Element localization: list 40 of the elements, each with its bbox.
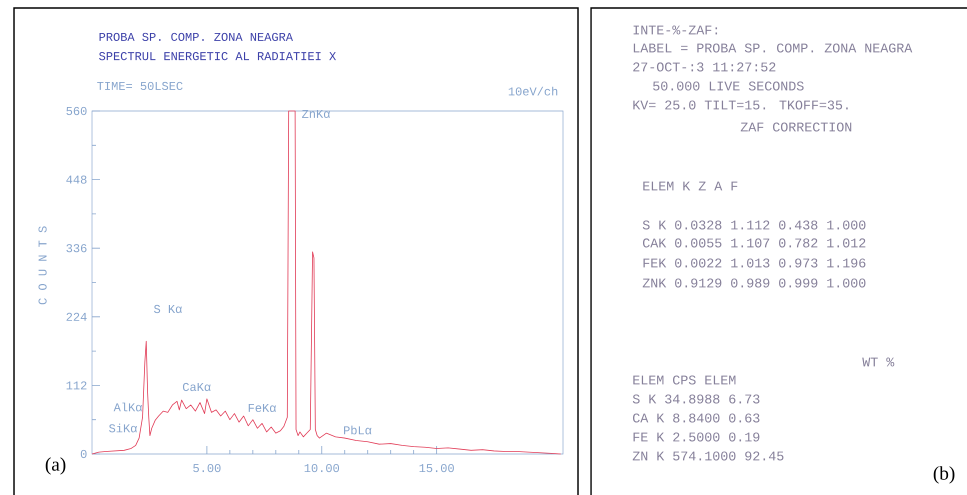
text: INTE-%-ZAF: xyxy=(634,26,718,34)
y-tick-label: 0 xyxy=(80,450,87,458)
y-axis-title: C O U N T S xyxy=(38,226,47,304)
text: 10eV/ch xyxy=(508,86,558,96)
text: (a) xyxy=(46,457,66,475)
text: FEK 0.0022 1.013 0.973 1.196 xyxy=(644,258,866,268)
y-tick-label: 112 xyxy=(66,381,86,390)
text: CA K 8.8400 0.63 xyxy=(633,413,760,423)
annotation: S Kα xyxy=(154,304,182,314)
text: ZN K 574.1000 92.45 xyxy=(632,451,784,460)
text: WT % xyxy=(862,358,894,366)
y-tick-label: 336 xyxy=(66,244,87,252)
chart-subtitle: SPECTRUL ENERGETIC AL RADIATIEI X xyxy=(99,52,336,60)
x-tick-label: 15.00 xyxy=(419,464,454,472)
y-tick-label: 448 xyxy=(66,176,87,184)
text: KV= 25.0 TILT=15. TKOFF=35. xyxy=(633,100,848,110)
annotation: FeKα xyxy=(248,404,276,412)
annotation: PbLα xyxy=(344,426,372,434)
text: ELEM CPS ELEM xyxy=(633,375,736,385)
y-tick-label: 224 xyxy=(66,312,87,321)
text: TIME= 50LSEC xyxy=(97,82,183,90)
annotation: AlKα xyxy=(114,402,142,412)
text: LABEL = PROBA SP. COMP. ZONA NEAGRA xyxy=(634,43,912,52)
annotation: CaKα xyxy=(182,382,211,392)
text: 50.000 LIVE SECONDS xyxy=(653,81,804,91)
annotation: ZnKα xyxy=(302,110,330,118)
text: CAK 0.0055 1.107 0.782 1.012 xyxy=(642,238,866,248)
text: S K 0.0328 1.112 0.438 1.000 xyxy=(642,220,866,230)
x-tick-label: 10.00 xyxy=(304,464,340,472)
text: FE K 2.5000 0.19 xyxy=(634,432,760,442)
text: ZAF CORRECTION xyxy=(740,122,852,132)
text: S K 34.8988 6.73 xyxy=(632,394,760,404)
annotation: SiKα xyxy=(109,424,138,432)
y-tick-label: 560 xyxy=(66,106,87,116)
text: (b) xyxy=(934,466,954,484)
text: 27-OCT-:3 11:27:52 xyxy=(633,62,776,72)
x-tick-label: 5.00 xyxy=(193,464,221,472)
chart-title: PROBA SP. COMP. ZONA NEAGRA xyxy=(100,32,293,41)
text: ELEM K Z A F xyxy=(643,182,738,190)
text: ZNK 0.9129 0.989 0.999 1.000 xyxy=(642,278,866,288)
